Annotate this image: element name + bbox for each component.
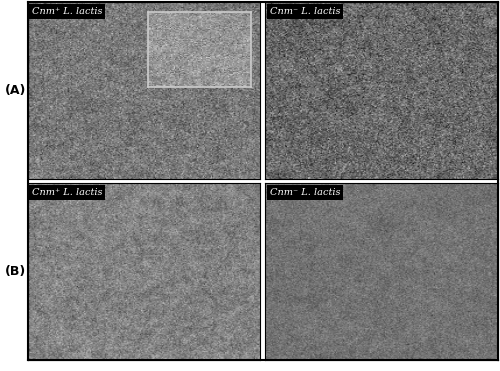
- Text: (B): (B): [5, 265, 26, 278]
- Text: Cnm⁺ L. lactis: Cnm⁺ L. lactis: [32, 7, 102, 16]
- Text: Cnm⁻ L. lactis: Cnm⁻ L. lactis: [270, 7, 340, 16]
- Text: Cnm⁺ L. lactis: Cnm⁺ L. lactis: [32, 188, 102, 197]
- Text: (A): (A): [5, 84, 26, 97]
- Text: Cnm⁻ L. lactis: Cnm⁻ L. lactis: [270, 188, 340, 197]
